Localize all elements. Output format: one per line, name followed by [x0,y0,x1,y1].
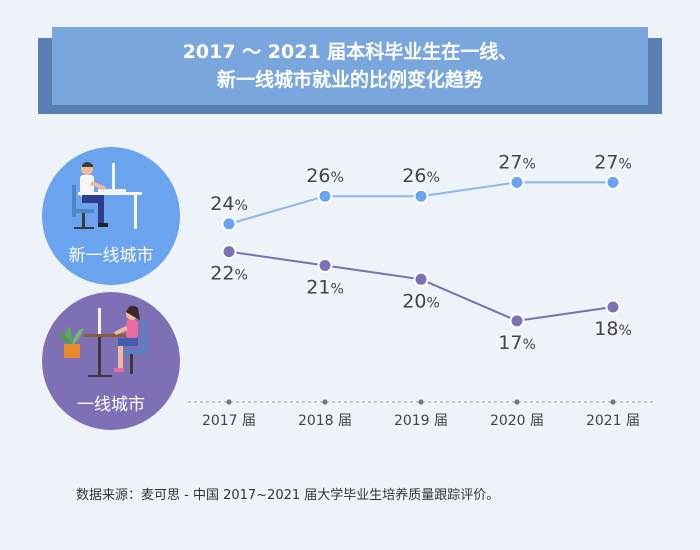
data-label: 17% [498,332,536,354]
data-label: 21% [306,276,344,298]
data-label: 24% [210,193,248,215]
first-tier-legend-circle: 一线城市 [42,292,180,430]
data-point [413,188,429,204]
title-banner: 2017 ～ 2021 届本科毕业生在一线、 新一线城市就业的比例变化趋势 [52,27,648,105]
x-tick-label: 2018 届 [298,413,352,429]
data-label: 26% [306,165,344,187]
x-axis-tick [514,399,520,405]
x-axis-tick [322,399,328,405]
office-worker-female-illustration [58,305,146,377]
data-label: 27% [498,151,536,173]
data-point [413,271,429,287]
x-tick-label: 2021 届 [586,413,640,429]
data-point [509,174,525,190]
data-point [605,174,621,190]
data-point [605,299,621,315]
office-worker-illustration [72,162,142,229]
new-first-tier-label: 新一线城市 [68,246,154,266]
data-label: 27% [594,151,632,173]
title-line-1: 2017 ～ 2021 届本科毕业生在一线、 [182,41,518,63]
data-point [317,188,333,204]
data-label: 18% [594,318,632,340]
x-axis-tick [610,399,616,405]
data-point [221,216,237,232]
source-note: 数据来源：麦可思 - 中国 2017~2021 届大学毕业生培养质量跟踪评价。 [76,488,500,503]
data-point [221,244,237,260]
data-label: 20% [402,290,440,312]
data-label: 26% [402,165,440,187]
title-line-2: 新一线城市就业的比例变化趋势 [216,69,483,91]
x-axis-tick [418,399,424,405]
data-point [509,313,525,329]
data-label: 22% [210,263,248,285]
x-tick-label: 2019 届 [394,413,448,429]
new-first-tier-legend-circle: 新一线城市 [42,147,180,285]
x-tick-label: 2017 届 [202,413,256,429]
x-tick-label: 2020 届 [490,413,544,429]
first-tier-label: 一线城市 [77,395,145,415]
data-point [317,257,333,273]
x-axis-tick [226,399,232,405]
